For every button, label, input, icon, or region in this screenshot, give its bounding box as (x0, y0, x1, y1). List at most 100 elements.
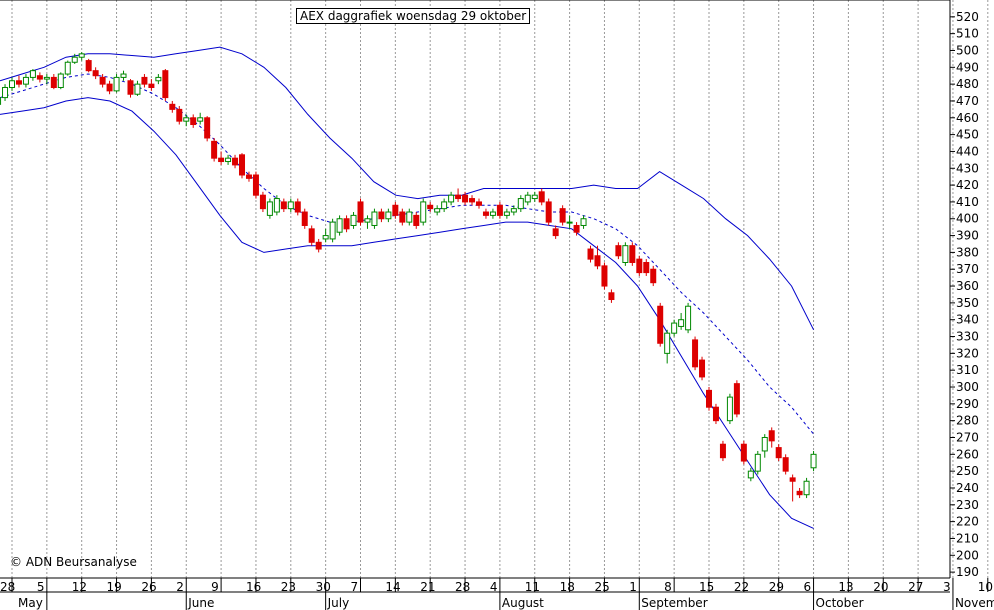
x-tick-label: 20 (873, 580, 888, 594)
candle-up (22, 76, 29, 85)
candle-up (622, 245, 629, 263)
y-tick-label: 250 (956, 464, 979, 478)
candle-up (580, 218, 587, 226)
candle-up (754, 453, 761, 472)
candle-up (0, 97, 2, 105)
candle-down (245, 174, 252, 179)
candle-up (503, 211, 510, 216)
candle-up (678, 319, 685, 327)
candle-down (496, 204, 503, 216)
candle-down (399, 211, 406, 223)
candle-down (204, 117, 211, 139)
y-tick-label: 300 (956, 380, 979, 394)
y-tick-label: 420 (956, 178, 979, 192)
x-tick-label: 12 (72, 580, 87, 594)
candle-down (15, 80, 22, 85)
candle-down (559, 208, 566, 223)
candle-down (768, 430, 775, 442)
candle-up (78, 53, 85, 58)
x-tick-label: 15 (699, 580, 714, 594)
candle-up (64, 61, 71, 75)
candle-down (85, 60, 92, 72)
candle-down (378, 211, 385, 220)
candle-down (427, 204, 434, 210)
x-tick-label: 10 (978, 580, 993, 594)
candle-down (308, 228, 315, 243)
candle-up (329, 221, 336, 240)
y-tick-label: 520 (956, 10, 979, 24)
x-tick-label: 4 (490, 580, 498, 594)
x-tick-label: 25 (594, 580, 609, 594)
x-month-label: May (18, 596, 43, 610)
candle-down (176, 108, 183, 122)
candle-down (141, 76, 148, 85)
y-tick-label: 320 (956, 346, 979, 360)
y-tick-label: 370 (956, 262, 979, 276)
candle-up (664, 332, 671, 354)
y-tick-label: 230 (956, 498, 979, 512)
x-tick-label: 6 (804, 580, 812, 594)
candle-down (740, 443, 747, 462)
candle-down (127, 80, 134, 95)
candle-down (106, 83, 113, 92)
candle-up (225, 157, 232, 163)
candle-down (712, 406, 719, 422)
x-axis: 28 5 12 19 26 2 9 16 23 30 7 14 21 28 4 11 18 25 1 8 15 22 29 6… (0, 578, 994, 610)
candle-down (392, 204, 399, 216)
y-tick-label: 390 (956, 229, 979, 243)
candle-down (211, 140, 218, 159)
candle-up (197, 117, 204, 122)
candle-down (475, 201, 482, 206)
candle-down (36, 75, 43, 80)
y-tick-label: 350 (956, 296, 979, 310)
candle-up (336, 218, 343, 233)
candle-up (510, 208, 517, 213)
candle-down (162, 70, 169, 99)
x-tick-label: 23 (281, 580, 296, 594)
x-tick-label: 11 (525, 580, 540, 594)
candle-up (120, 73, 127, 78)
candle-down (239, 154, 246, 176)
y-tick-label: 460 (956, 111, 979, 125)
x-tick-label: 16 (246, 580, 261, 594)
candle-up (273, 198, 280, 213)
candle-up (322, 235, 329, 240)
y-tick-label: 410 (956, 195, 979, 209)
candle-down (636, 258, 643, 274)
candle-down (259, 194, 266, 210)
candle-down (315, 241, 322, 250)
candle-up (517, 198, 524, 210)
candle-up (155, 76, 162, 82)
y-tick-label: 450 (956, 128, 979, 142)
candle-down (301, 211, 308, 226)
y-tick-label: 400 (956, 212, 979, 226)
candle-up (448, 194, 455, 203)
candle-down (538, 191, 545, 203)
candle-down (796, 490, 803, 496)
candle-up (9, 80, 15, 88)
candle-up (71, 56, 78, 63)
candle-down (148, 83, 155, 88)
y-tick-label: 190 (956, 565, 979, 579)
x-month-label: August (502, 596, 544, 610)
y-tick-label: 360 (956, 279, 979, 293)
candle-up (726, 396, 733, 422)
x-tick-label: 8 (664, 580, 672, 594)
x-tick-label: 18 (560, 580, 575, 594)
y-tick-label: 330 (956, 330, 979, 344)
candle-down (608, 292, 615, 301)
y-tick-label: 240 (956, 481, 979, 495)
candle-up (134, 83, 141, 95)
x-tick-label: 22 (734, 580, 749, 594)
candle-up (364, 218, 371, 223)
y-tick-label: 220 (956, 515, 979, 529)
x-tick-label: 7 (351, 580, 359, 594)
candle-down (587, 248, 594, 260)
candle-up (671, 322, 678, 334)
candle-down (462, 194, 469, 203)
x-tick-label: 9 (211, 580, 219, 594)
candle-down (782, 457, 789, 472)
candle-down (789, 477, 796, 482)
candle-down (594, 255, 601, 267)
x-month-label: September (641, 596, 707, 610)
